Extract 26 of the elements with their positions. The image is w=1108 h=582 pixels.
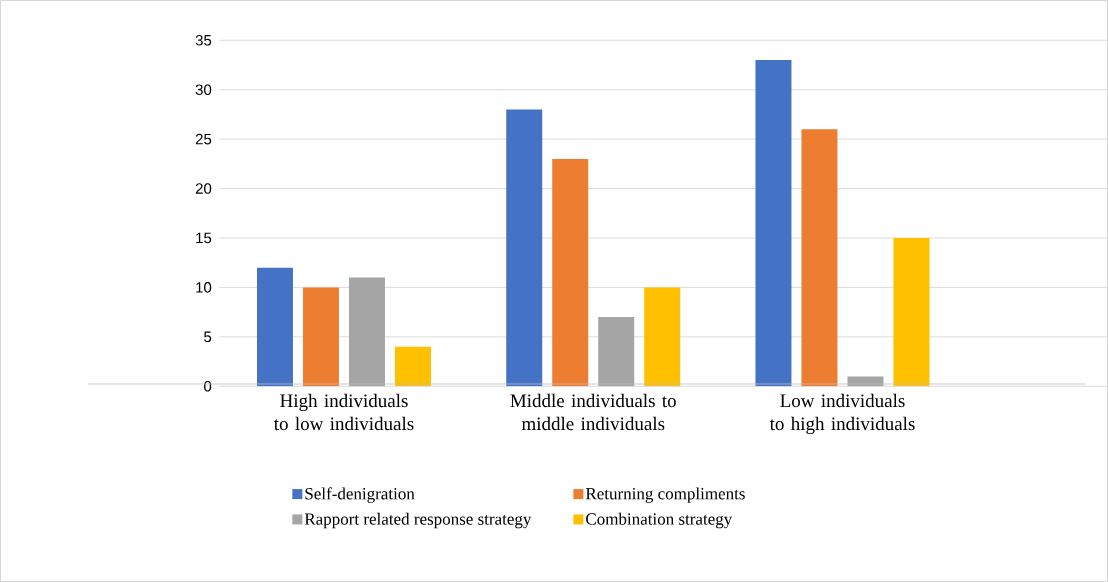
y-tick-label: 10 — [196, 282, 212, 293]
x-tick-label: High individuals to low individuals — [273, 393, 414, 431]
y-tick-label: 15 — [196, 232, 212, 244]
x-tick-label: Middle individuals to middle individuals — [510, 393, 676, 431]
y-tick-label: 25 — [195, 133, 212, 145]
bar — [506, 109, 543, 387]
y-tick-label: 35 — [195, 34, 212, 46]
bar — [755, 60, 792, 387]
x-tick-label: Low individuals to high individuals — [769, 393, 915, 435]
legend-label: Self-denigration — [305, 487, 415, 503]
y-tick-label: 30 — [195, 84, 212, 95]
legend-label: Combination strategy — [586, 512, 733, 529]
legend-label: Rapport related response strategy — [304, 512, 532, 529]
legend-label: Returning compliments — [585, 487, 745, 503]
bar — [348, 277, 385, 387]
y-tick-label: 20 — [195, 183, 212, 194]
bar — [394, 346, 431, 387]
bar — [256, 267, 293, 387]
bar — [598, 317, 635, 387]
bar — [302, 287, 339, 387]
bar — [644, 287, 681, 387]
y-tick-label: 5 — [204, 331, 212, 343]
bar — [552, 158, 589, 387]
y-tick-label: 0 — [204, 380, 212, 392]
bar — [893, 237, 930, 387]
bar — [801, 129, 838, 387]
